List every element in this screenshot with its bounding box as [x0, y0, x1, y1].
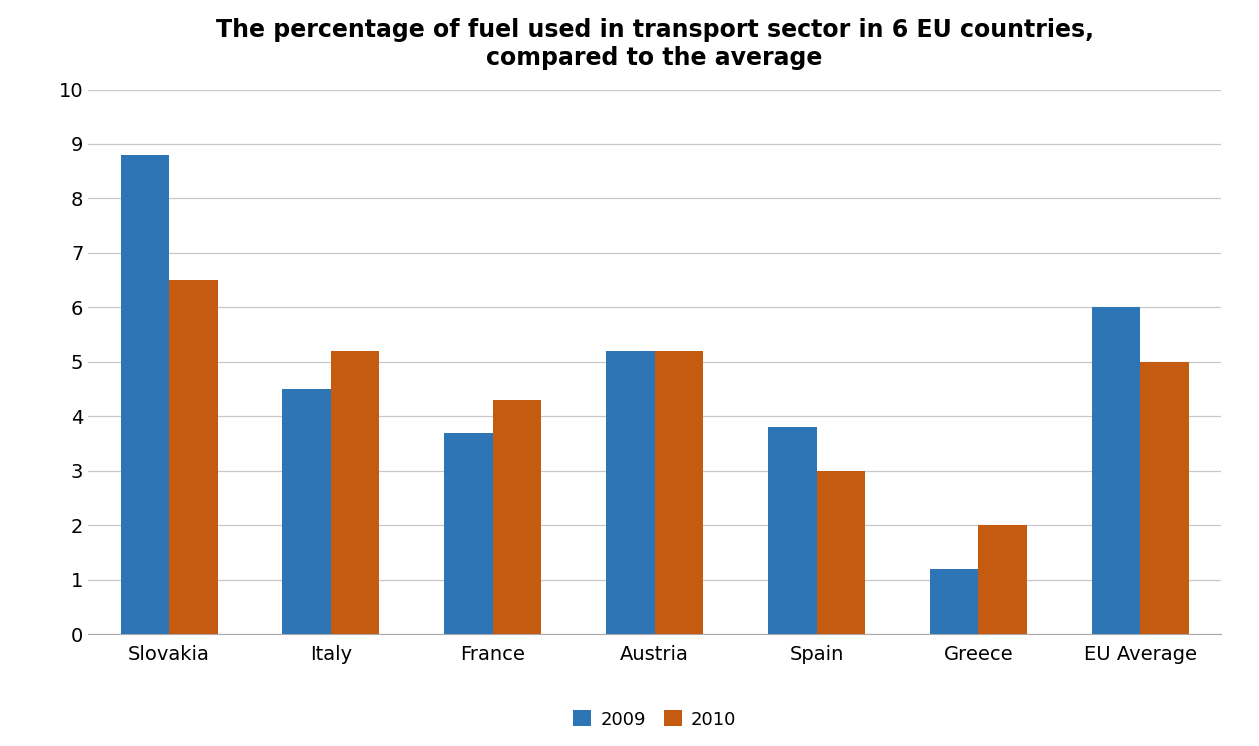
Bar: [169, 280, 218, 634]
Bar: [1092, 307, 1141, 634]
Bar: [282, 389, 331, 634]
Bar: [606, 351, 655, 634]
Bar: [817, 471, 865, 634]
Bar: [655, 351, 704, 634]
Bar: [978, 525, 1027, 634]
Title: The percentage of fuel used in transport sector in 6 EU countries,
compared to t: The percentage of fuel used in transport…: [215, 18, 1094, 69]
Bar: [492, 400, 541, 634]
Bar: [444, 433, 492, 634]
Bar: [121, 155, 169, 634]
Bar: [331, 351, 379, 634]
Bar: [768, 427, 817, 634]
Bar: [930, 568, 978, 634]
Legend: 2009, 2010: 2009, 2010: [565, 703, 744, 736]
Bar: [1141, 362, 1188, 634]
